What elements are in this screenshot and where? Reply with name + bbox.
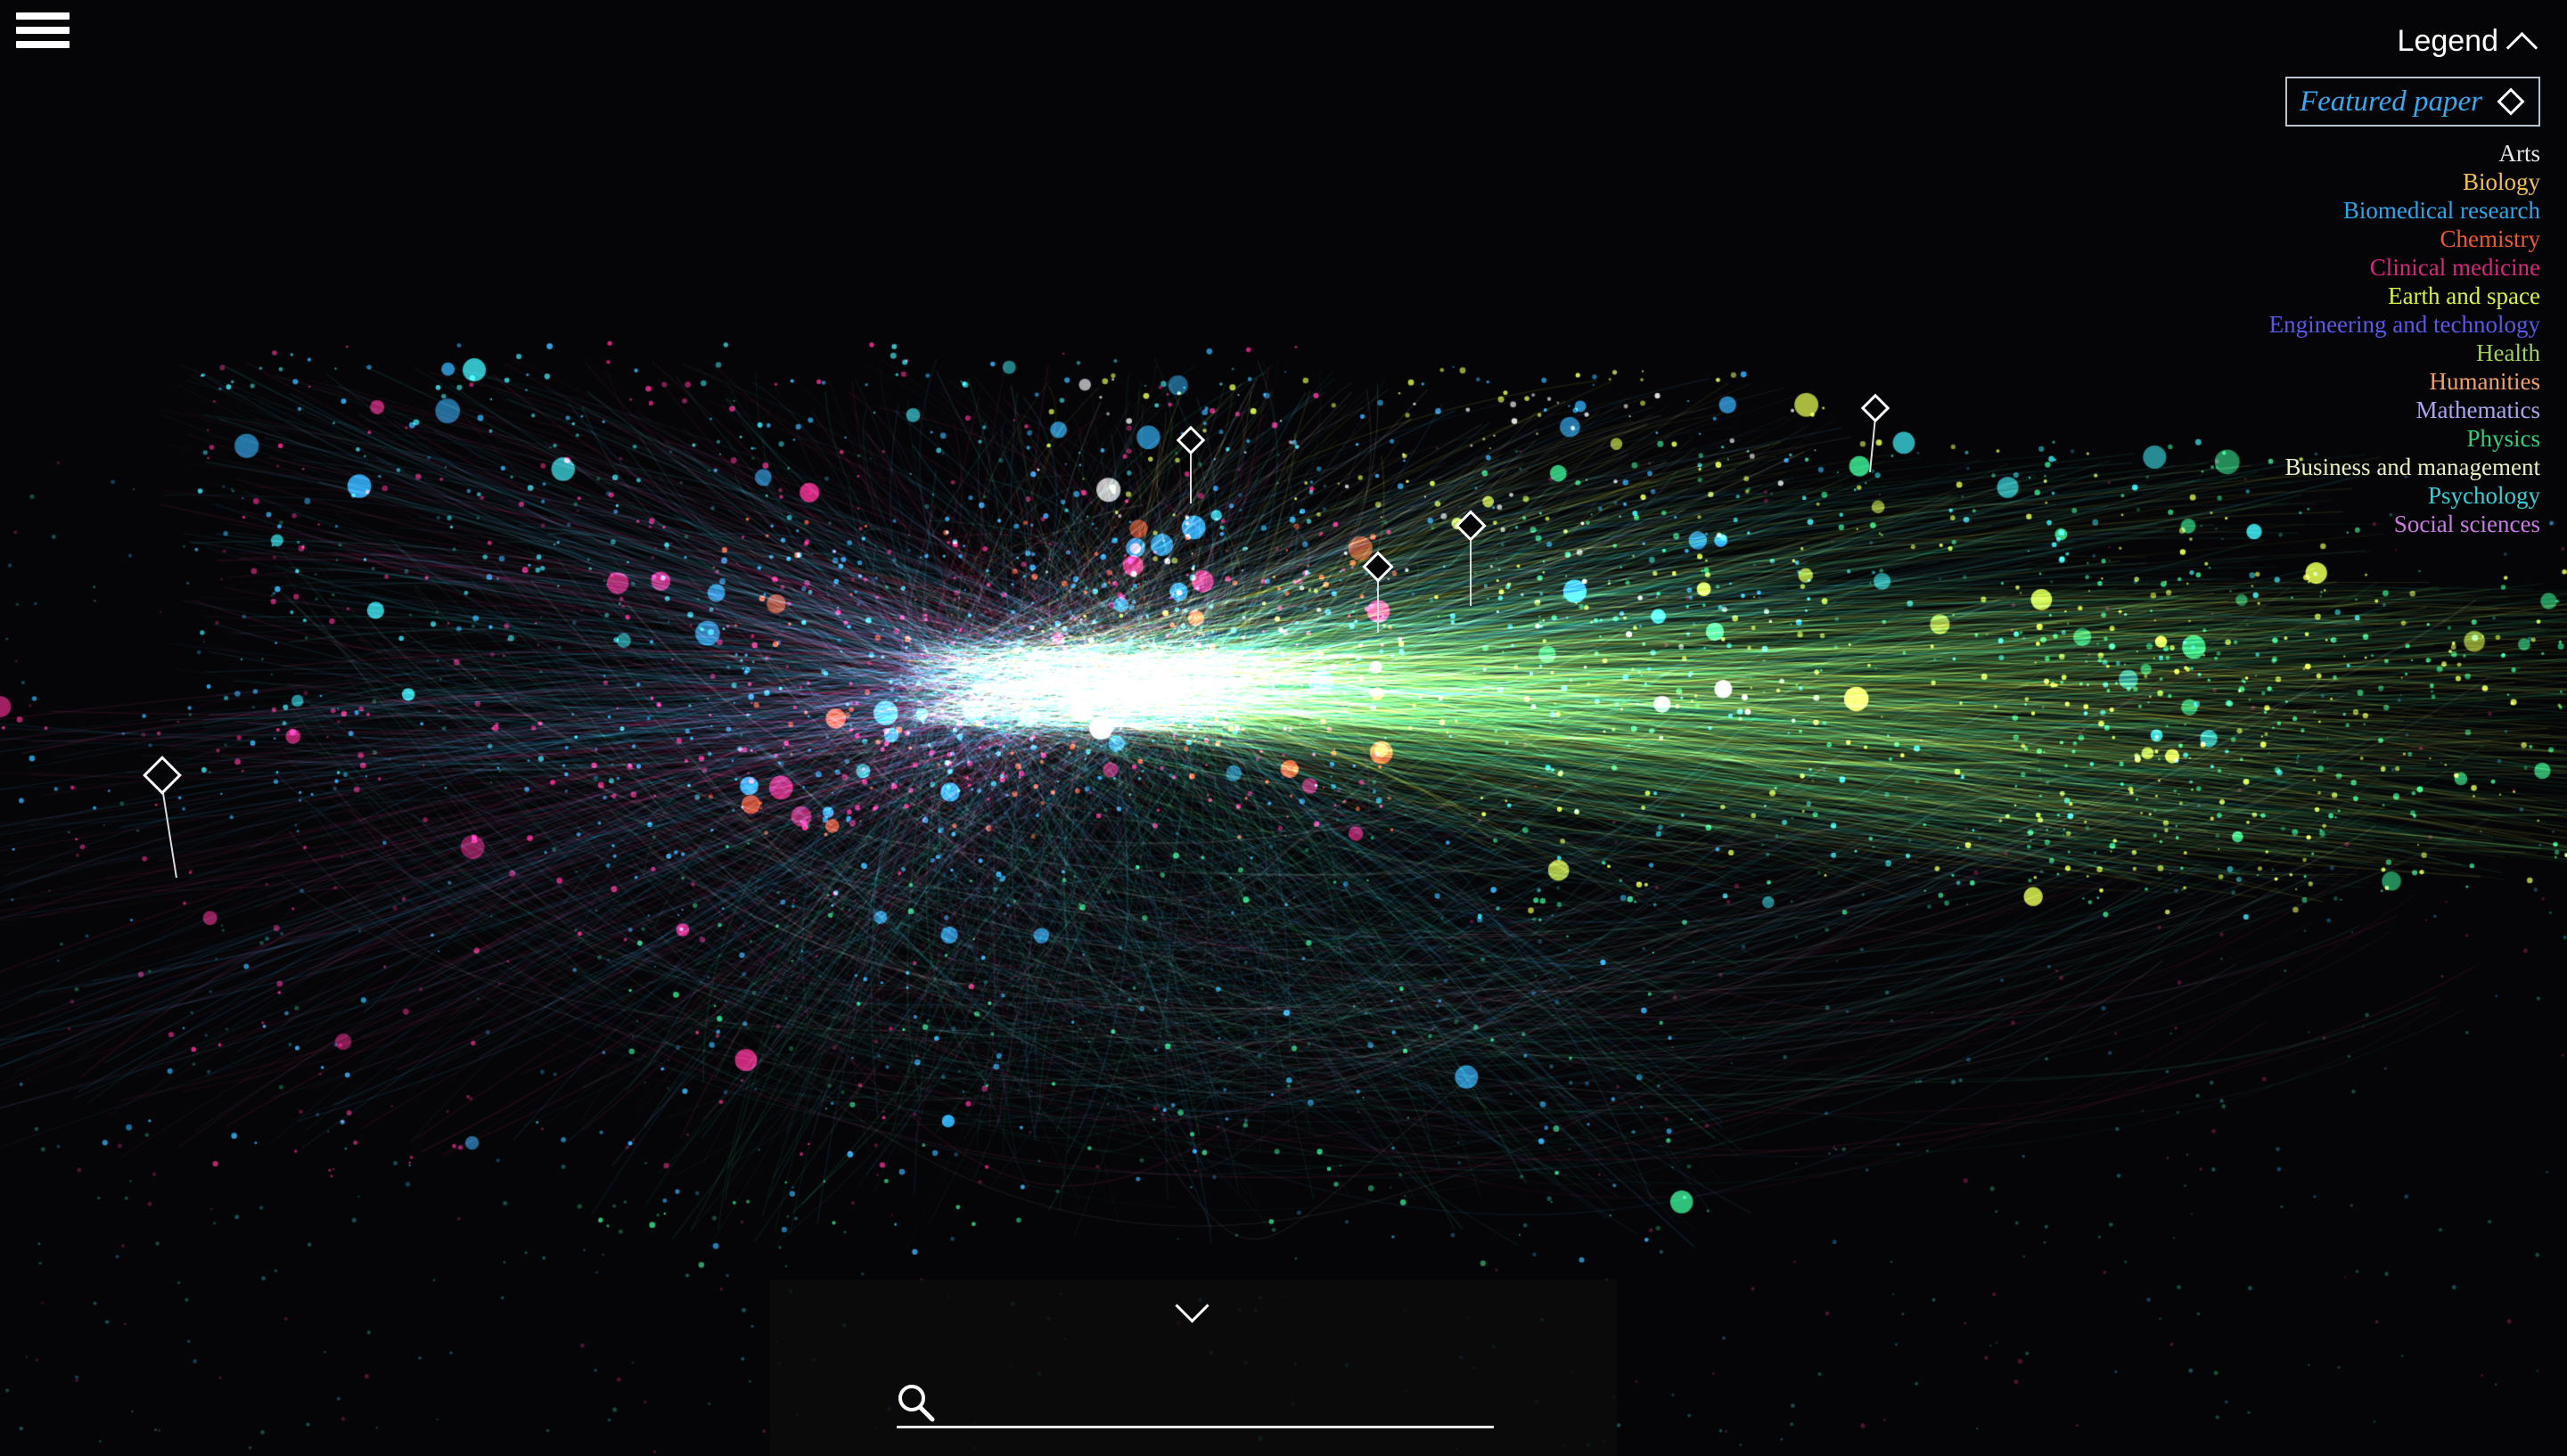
diamond-icon[interactable] — [1860, 393, 1890, 423]
caret-up-icon[interactable] — [2505, 31, 2538, 63]
legend-item-biology[interactable]: Biology — [2462, 168, 2540, 195]
legend-panel: Legend Featured paper Arts Biology Biomedi… — [2166, 18, 2540, 538]
search-underline — [897, 1426, 1494, 1428]
legend-item-engineering-and-technology[interactable]: Engineering and technology — [2268, 311, 2540, 338]
diamond-icon[interactable] — [1176, 425, 1206, 455]
search-input[interactable] — [945, 1376, 1496, 1424]
featured-paper-marker[interactable] — [1455, 510, 1487, 606]
legend-item-chemistry[interactable]: Chemistry — [2440, 225, 2541, 252]
legend-list: Arts Biology Biomedical research Chemistry C… — [2166, 139, 2540, 538]
hamburger-icon-bar — [16, 41, 70, 48]
hamburger-menu-button[interactable] — [16, 12, 70, 53]
search-icon[interactable] — [897, 1383, 936, 1422]
legend-title: Legend — [2397, 23, 2498, 58]
legend-toggle[interactable]: Legend — [2166, 18, 2540, 64]
featured-paper-label: Featured paper — [2300, 85, 2482, 118]
legend-item-arts[interactable]: Arts — [2498, 140, 2541, 167]
legend-item-physics[interactable]: Physics — [2466, 425, 2540, 452]
featured-paper-button[interactable]: Featured paper — [2285, 77, 2540, 127]
legend-item-mathematics[interactable]: Mathematics — [2415, 397, 2540, 423]
diamond-icon[interactable] — [1455, 510, 1487, 542]
featured-paper-marker[interactable] — [1362, 551, 1394, 633]
legend-item-clinical-medicine[interactable]: Clinical medicine — [2369, 254, 2540, 281]
legend-item-biomedical-research[interactable]: Biomedical research — [2342, 197, 2540, 224]
hamburger-icon-bar — [16, 27, 70, 34]
legend-item-humanities[interactable]: Humanities — [2429, 368, 2540, 395]
legend-item-health[interactable]: Health — [2476, 339, 2540, 366]
diamond-icon — [2497, 87, 2525, 116]
legend-item-psychology[interactable]: Psychology — [2427, 482, 2540, 509]
legend-item-social-sciences[interactable]: Social sciences — [2393, 511, 2540, 537]
hamburger-icon-bar — [16, 12, 70, 20]
featured-paper-marker[interactable] — [1176, 425, 1206, 503]
legend-item-business-and-management[interactable]: Business and management — [2284, 454, 2540, 480]
diamond-icon[interactable] — [143, 756, 182, 795]
featured-paper-marker[interactable] — [1860, 393, 1890, 473]
legend-item-earth-and-space[interactable]: Earth and space — [2388, 282, 2540, 309]
featured-paper-marker[interactable] — [143, 756, 182, 879]
diamond-icon[interactable] — [1362, 551, 1394, 583]
